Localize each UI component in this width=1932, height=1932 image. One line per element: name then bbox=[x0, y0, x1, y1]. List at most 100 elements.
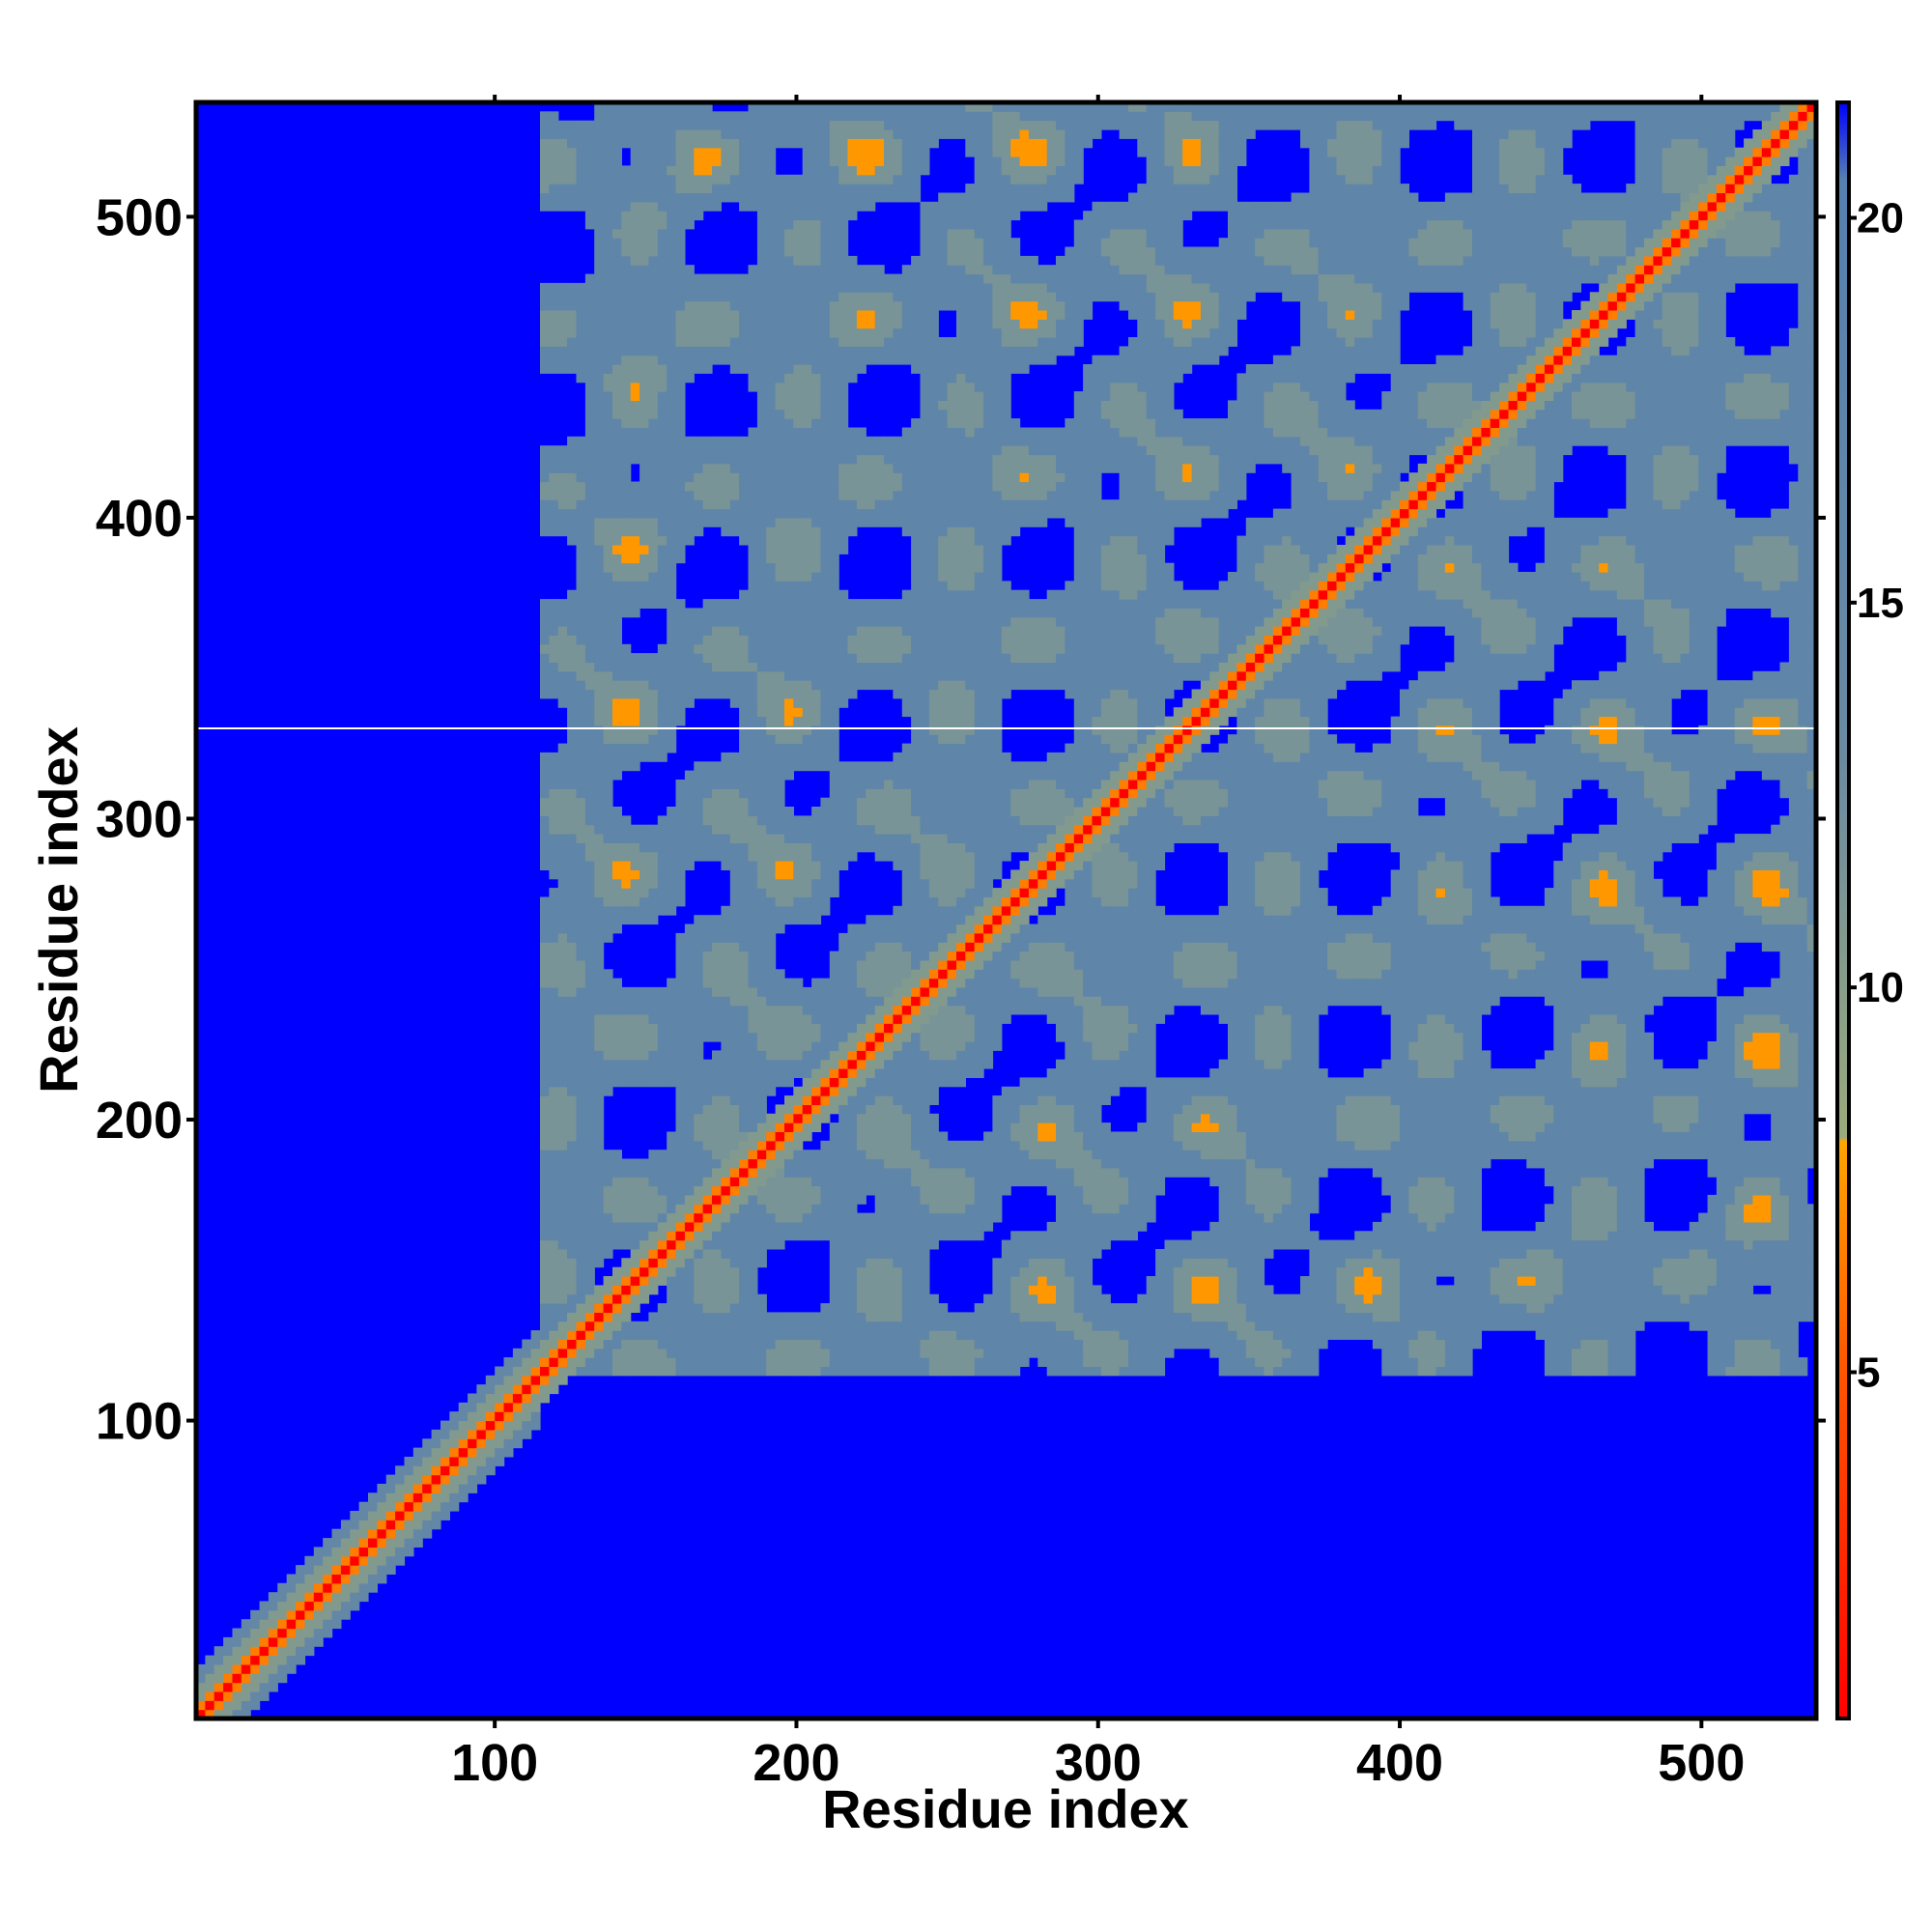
heatmap-cell bbox=[802, 724, 812, 735]
heatmap-cell bbox=[576, 1095, 586, 1105]
heatmap-cell bbox=[567, 1293, 578, 1304]
heatmap-cell bbox=[766, 138, 777, 149]
heatmap-cell bbox=[567, 1131, 578, 1142]
heatmap-cell bbox=[847, 1113, 858, 1123]
heatmap-cell bbox=[802, 545, 812, 554]
heatmap-cell bbox=[540, 1276, 550, 1286]
heatmap-cell bbox=[729, 1005, 740, 1015]
heatmap-cell bbox=[784, 436, 794, 446]
heatmap-cell bbox=[702, 770, 713, 781]
heatmap-cell bbox=[756, 635, 767, 645]
heatmap-cell bbox=[584, 942, 595, 952]
heatmap-cell bbox=[621, 255, 632, 266]
heatmap-cell bbox=[856, 355, 867, 365]
heatmap-cell bbox=[584, 201, 595, 212]
heatmap-cell bbox=[793, 761, 804, 772]
heatmap-cell bbox=[838, 120, 849, 130]
heatmap-cell bbox=[557, 951, 568, 961]
heatmap-cell bbox=[729, 851, 740, 862]
heatmap-cell bbox=[838, 1194, 849, 1205]
heatmap-cell bbox=[721, 472, 731, 483]
heatmap-cell bbox=[712, 346, 722, 356]
heatmap-cell bbox=[793, 526, 804, 537]
heatmap-cell bbox=[684, 861, 695, 870]
heatmap-cell bbox=[684, 1005, 695, 1015]
heatmap-cell bbox=[648, 697, 659, 708]
heatmap-cell bbox=[847, 211, 858, 221]
heatmap-cell bbox=[820, 228, 831, 239]
heatmap-cell bbox=[748, 1231, 758, 1241]
heatmap-cell bbox=[639, 454, 650, 465]
heatmap-cell bbox=[694, 1167, 704, 1178]
heatmap-cell bbox=[286, 1609, 297, 1620]
heatmap-cell bbox=[802, 1122, 812, 1132]
heatmap-cell bbox=[756, 616, 767, 627]
heatmap-cell bbox=[729, 1086, 740, 1096]
heatmap-cell bbox=[576, 670, 586, 681]
heatmap-cell bbox=[621, 102, 632, 112]
heatmap-cell bbox=[811, 888, 822, 897]
heatmap-cell bbox=[712, 1005, 722, 1015]
heatmap-cell bbox=[856, 932, 867, 943]
heatmap-cell bbox=[811, 861, 822, 870]
heatmap-cell bbox=[657, 418, 668, 428]
heatmap-cell bbox=[684, 535, 695, 546]
heatmap-cell bbox=[712, 1131, 722, 1142]
heatmap-cell bbox=[684, 807, 695, 816]
heatmap-cell bbox=[820, 292, 831, 302]
heatmap-cell bbox=[838, 481, 849, 492]
heatmap-cell bbox=[684, 1258, 695, 1268]
heatmap-cell bbox=[793, 861, 804, 870]
heatmap-cell bbox=[820, 1194, 831, 1205]
heatmap-cell bbox=[603, 1348, 613, 1358]
heatmap-cell bbox=[250, 1691, 261, 1701]
heatmap-cell bbox=[675, 310, 686, 320]
heatmap-cell bbox=[648, 400, 659, 411]
heatmap-cell bbox=[748, 1131, 758, 1142]
heatmap-cell bbox=[549, 1113, 559, 1123]
heatmap-cell bbox=[874, 111, 885, 122]
heatmap-cell bbox=[766, 517, 777, 527]
heatmap-cell bbox=[748, 156, 758, 166]
heatmap-cell bbox=[793, 1032, 804, 1042]
heatmap-cell bbox=[657, 273, 668, 284]
heatmap-cell bbox=[775, 1041, 785, 1051]
heatmap-cell bbox=[756, 174, 767, 185]
heatmap-cell bbox=[847, 1348, 858, 1358]
heatmap-cell bbox=[603, 572, 613, 582]
heatmap-cell bbox=[775, 545, 785, 554]
heatmap-cell bbox=[866, 797, 876, 808]
heatmap-cell bbox=[277, 1628, 288, 1638]
heatmap-cell bbox=[884, 1113, 894, 1123]
heatmap-cell bbox=[811, 319, 822, 329]
heatmap-cell bbox=[584, 1321, 595, 1331]
heatmap-cell bbox=[675, 1212, 686, 1223]
heatmap-cell bbox=[829, 734, 839, 745]
heatmap-cell bbox=[820, 1366, 831, 1377]
heatmap-cell bbox=[667, 1023, 677, 1034]
heatmap-cell bbox=[829, 743, 839, 753]
heatmap-cell bbox=[639, 878, 650, 889]
heatmap-cell bbox=[739, 743, 750, 753]
heatmap-cell bbox=[594, 770, 605, 781]
heatmap-cell bbox=[630, 1212, 640, 1223]
heatmap-cell bbox=[684, 1194, 695, 1205]
heatmap-cell bbox=[584, 1077, 595, 1088]
heatmap-cell bbox=[584, 572, 595, 582]
heatmap-cell bbox=[657, 508, 668, 519]
heatmap-cell bbox=[657, 1312, 668, 1322]
heatmap-cell bbox=[748, 319, 758, 329]
heatmap-cell bbox=[567, 1312, 578, 1322]
heatmap-cell bbox=[702, 780, 713, 789]
heatmap-cell bbox=[784, 589, 794, 600]
heatmap-cell bbox=[766, 238, 777, 248]
heatmap-cell bbox=[866, 635, 876, 645]
heatmap-cell bbox=[567, 1204, 578, 1214]
heatmap-cell bbox=[820, 734, 831, 745]
heatmap-cell bbox=[584, 418, 595, 428]
heatmap-cell bbox=[820, 1140, 831, 1151]
heatmap-cell bbox=[847, 192, 858, 203]
heatmap-cell bbox=[675, 165, 686, 176]
heatmap-cell bbox=[756, 770, 767, 781]
heatmap-cell bbox=[748, 635, 758, 645]
